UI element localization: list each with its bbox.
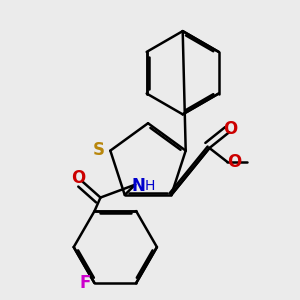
Text: N: N <box>132 177 145 195</box>
Text: F: F <box>79 274 91 292</box>
Text: O: O <box>224 120 238 138</box>
Text: O: O <box>228 153 242 171</box>
Text: H: H <box>144 179 154 193</box>
Text: S: S <box>93 141 105 159</box>
Text: O: O <box>71 169 85 187</box>
